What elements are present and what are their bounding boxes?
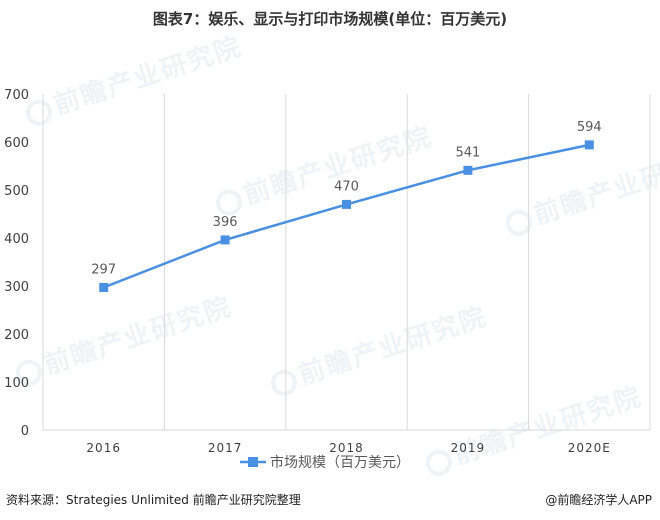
legend: 市场规模（百万美元） [240, 454, 410, 471]
x-tick-label: 2018 [329, 441, 364, 455]
data-point-marker [584, 140, 594, 150]
y-tick-label: 400 [4, 232, 29, 247]
legend-marker-icon [248, 457, 258, 467]
brand-credit: @前瞻经济学人APP [545, 493, 652, 507]
data-label: 541 [455, 145, 480, 160]
y-tick-label: 300 [4, 280, 29, 295]
data-point-marker [463, 165, 473, 175]
data-point-marker [220, 235, 230, 245]
x-tick-label: 2020E [568, 441, 611, 455]
grid-layer [42, 94, 651, 431]
data-point-marker [342, 199, 351, 209]
y-tick-label: 600 [4, 136, 29, 151]
y-tick-label: 0 [21, 424, 29, 439]
y-tick-label: 700 [4, 88, 29, 103]
x-tick-label: 2017 [208, 441, 243, 455]
series-line [103, 143, 590, 289]
x-tick-label: 2016 [86, 441, 121, 455]
legend-label: 市场规模（百万美元） [270, 454, 410, 471]
series-layer: 297 396 470 541 594 [91, 120, 602, 292]
chart-title: 图表7：娱乐、显示与打印市场规模(单位：百万美元) [152, 10, 508, 28]
source-note: 资料来源：Strategies Unlimited 前瞻产业研究院整理 [6, 493, 301, 507]
y-tick-label: 500 [4, 184, 29, 199]
y-tick-label: 100 [4, 376, 29, 391]
data-point-marker [99, 282, 109, 292]
data-label: 594 [577, 120, 602, 135]
x-tick-label: 2019 [451, 441, 486, 455]
axis-layer: 0 100 200 300 400 500 600 700 2016 2017 2018 2019 20… [4, 88, 611, 455]
data-label: 297 [91, 262, 116, 277]
y-tick-label: 200 [4, 328, 29, 343]
data-label: 470 [334, 179, 359, 194]
data-label: 396 [213, 215, 238, 230]
